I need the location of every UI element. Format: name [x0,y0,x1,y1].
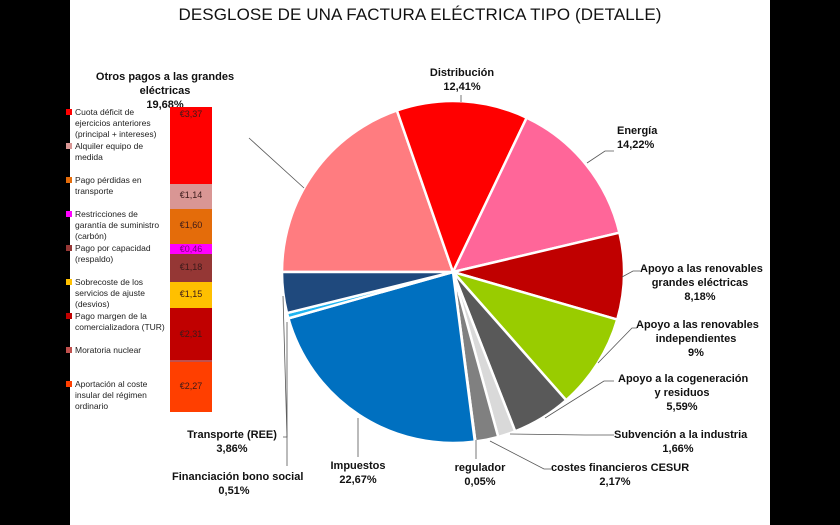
legend-swatch [66,211,72,217]
label-distribucion: Distribución 12,41% [420,66,504,94]
pie-slice-distribucion [395,99,528,274]
label-regulador: regulador 0,05% [452,461,508,489]
label-name: costes financieros CESUR [551,462,690,474]
label-line1: Apoyo a las renovables [640,263,763,275]
leader-line-otros [248,137,305,189]
label-pct: 9% [688,347,704,359]
pie-slice-energia [451,116,621,274]
leader-lines [248,95,640,470]
leader-line-ren-grandes [621,270,640,278]
label-pct: 3,86% [216,443,248,455]
bar-segment-moratoria-nuclear [170,360,212,362]
legend-swatch [66,347,72,353]
bar-title-text: Otros pagos a las grandes eléctricas [95,71,235,97]
leader-line-energia [586,150,614,164]
leader-line-transporte [282,295,288,438]
label-renovables-independientes: Apoyo a las renovables independientes 9% [636,318,759,360]
legend-swatch [66,313,72,319]
label-line1: Apoyo a las renovables [636,319,759,331]
label-bono-social: Financiación bono social 0,51% [172,470,304,498]
bar-segment-restricciones: €0,46 [170,244,212,254]
label-energia: Energía 14,22% [617,124,667,152]
label-pct: 22,67% [339,474,377,486]
label-name: Distribución [429,67,495,79]
bar-segment-coste-insular: €2,27 [170,362,212,412]
label-costes-cesur: costes financieros CESUR 2,17% [551,461,690,489]
leader-line-industria [509,433,614,436]
legend-swatch [66,245,72,251]
bar-segment-margen-comercializadora: €2,31 [170,308,212,360]
label-line2: independientes [655,333,737,345]
label-name: Impuestos [330,460,386,472]
label-cogeneracion: Apoyo a la cogeneración y residuos 5,59% [618,372,749,414]
label-line2: y residuos [654,387,710,399]
legend-swatch [66,143,72,149]
label-pct: 0,05% [464,476,496,488]
label-pct: 14,22% [617,139,655,151]
label-pct: 1,66% [662,443,694,455]
leader-line-cogen [544,380,614,419]
pie-slice-transporte-ree [280,270,455,315]
label-pct: 0,51% [218,485,250,497]
pie-slices [280,99,626,445]
bar-segment-perdidas-transporte: €1,60 [170,209,212,244]
label-name: Financiación bono social [172,471,304,483]
label-pct: 12,41% [443,81,481,93]
bar-segment-pago-capacidad: €1,18 [170,254,212,282]
pie-slice-apoyo-a-las-renovables-independientes [451,270,619,402]
label-pct: 8,18% [684,291,716,303]
leader-line-cesur [489,440,551,470]
label-pct: 2,17% [599,476,631,488]
chart-title: DESGLOSE DE UNA FACTURA ELÉCTRICA TIPO (… [178,5,662,24]
bar-panel-title: Otros pagos a las grandes eléctricas 19,… [76,70,254,112]
label-name: regulador [454,462,506,474]
pie-slice-impuestos [287,270,477,445]
label-line1: Apoyo a la cogeneración [618,373,749,385]
legend-swatch [66,279,72,285]
legend-swatch [66,177,72,183]
legend-swatch [66,109,72,115]
label-transporte: Transporte (REE) 3,86% [184,428,280,456]
bar-segment-servicios-ajuste: €1,15 [170,282,212,308]
label-name: Energía [617,125,658,137]
legend-swatch [66,381,72,387]
label-line2: grandes eléctricas [651,277,749,289]
bar-segment-cuota-deficit: €3,37 [170,107,212,184]
label-renovables-grandes: Apoyo a las renovables grandes eléctrica… [640,262,763,304]
label-subvencion-industria: Subvención a la industria 1,66% [614,428,748,456]
label-name: Subvención a la industria [614,429,748,441]
label-pct: 5,59% [666,401,698,413]
leader-line-ren-indep [597,327,637,364]
bar-segment-alquiler-equipo: €1,14 [170,184,212,209]
label-name: Transporte (REE) [187,429,277,441]
label-impuestos: Impuestos 22,67% [326,459,390,487]
